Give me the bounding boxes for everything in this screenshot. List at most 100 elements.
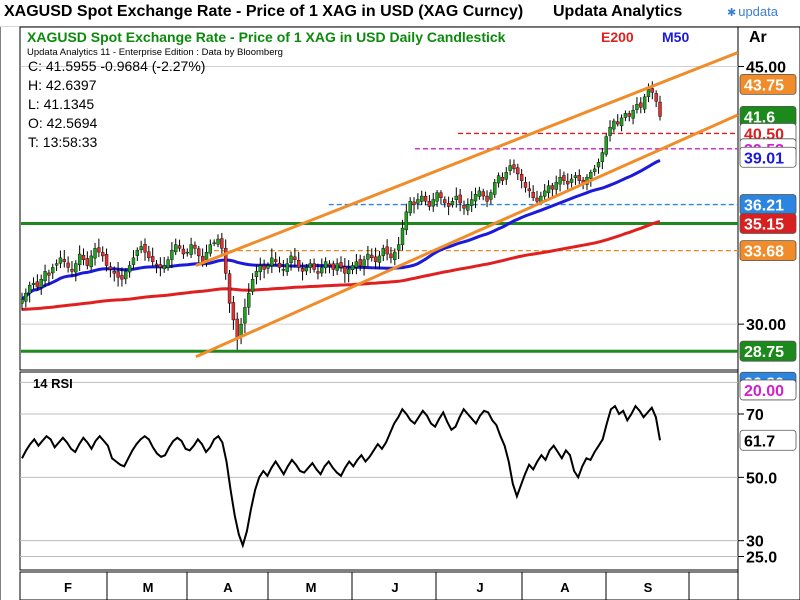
candle-body-154 <box>612 120 616 130</box>
candle-body-38 <box>166 259 170 268</box>
candle-body-94 <box>381 248 385 256</box>
candle-body-15 <box>77 253 82 266</box>
candle-body-85 <box>346 269 351 275</box>
price-label-box-6 <box>739 213 797 234</box>
candle-body-105 <box>423 195 428 202</box>
candle-body-166 <box>658 101 662 117</box>
month-label-0: F <box>64 580 72 595</box>
candle-body-80 <box>327 263 332 266</box>
candle-body-118 <box>473 194 478 202</box>
candle-body-68 <box>281 269 286 271</box>
candle-body-70 <box>289 255 293 264</box>
candle-body-78 <box>320 267 324 274</box>
candle-body-37 <box>162 265 166 269</box>
candle-body-79 <box>323 261 328 269</box>
price-label-8: 28.75 <box>744 344 784 361</box>
candle-body-140 <box>558 177 562 185</box>
candle-body-32 <box>143 243 147 253</box>
header-bar: XAGUSD Spot Exchange Rate - Price of 1 X… <box>0 0 800 27</box>
candle-body-40 <box>174 244 178 253</box>
candle-body-4 <box>35 281 40 288</box>
candle-body-11 <box>62 259 66 262</box>
candle-body-149 <box>592 168 597 172</box>
month-label-5: J <box>476 580 483 595</box>
candle-body-97 <box>393 251 397 261</box>
candle-body-163 <box>646 89 651 98</box>
candle-body-21 <box>101 252 105 257</box>
candle-body-83 <box>339 262 343 268</box>
candle-body-71 <box>293 256 297 260</box>
candle-body-25 <box>116 271 120 278</box>
candle-body-162 <box>642 96 647 110</box>
rsi-label: 14 RSI <box>33 376 73 391</box>
candle-body-99 <box>400 227 405 246</box>
price-tick-label-0: 45.00 <box>746 59 786 76</box>
candle-body-157 <box>623 113 628 118</box>
candle-body-41 <box>177 245 182 249</box>
candle-body-89 <box>362 259 366 267</box>
price-label-box-0 <box>739 73 797 95</box>
candle-body-52 <box>220 238 224 249</box>
candle-body-53 <box>223 247 228 274</box>
candle-body-36 <box>158 264 163 268</box>
candle-body-160 <box>635 104 639 110</box>
price-label-5: 36.21 <box>744 198 784 215</box>
candle-body-122 <box>489 192 493 200</box>
rsi-tick-label-3: 25.0 <box>746 550 777 567</box>
candle-body-139 <box>554 182 558 190</box>
candle-body-91 <box>370 254 374 259</box>
candle-body-19 <box>93 248 97 259</box>
candle-body-123 <box>493 182 497 195</box>
candle-body-29 <box>131 257 136 265</box>
candle-body-103 <box>416 199 420 204</box>
candle-body-31 <box>139 246 143 251</box>
month-label-2: A <box>223 580 233 595</box>
candle-body-67 <box>277 262 282 268</box>
brand-name: Updata Analytics <box>553 3 683 20</box>
chart-title: XAGUSD Spot Exchange Rate - Price of 1 X… <box>27 29 506 45</box>
rsi-label-box-2 <box>739 429 797 451</box>
price-label-box-8 <box>739 340 797 362</box>
candle-body-87 <box>354 261 359 268</box>
ema200-line <box>21 219 661 311</box>
candle-body-124 <box>496 175 501 184</box>
rsi-panel-frame <box>19 371 739 571</box>
candle-body-56 <box>235 318 239 340</box>
rsi-value-label-2: 61.7 <box>744 433 775 450</box>
candle-body-128 <box>512 164 516 170</box>
channel-line-1 <box>195 113 738 359</box>
candle-body-55 <box>231 302 236 321</box>
candle-body-59 <box>247 292 251 308</box>
candle-body-8 <box>51 267 55 274</box>
candle-body-24 <box>112 270 116 274</box>
ohlc-time: T: 13:58:33 <box>28 134 98 150</box>
candle-body-164 <box>650 88 655 93</box>
candle-body-144 <box>573 175 578 178</box>
candle-body-159 <box>631 110 635 119</box>
price-label-1: 41.6 <box>744 109 775 126</box>
ohlc-open: O: 42.5694 <box>28 115 98 131</box>
channel-line-0 <box>195 51 738 267</box>
candle-body-48 <box>204 251 209 260</box>
candle-body-49 <box>208 244 213 254</box>
candle-body-6 <box>43 271 47 282</box>
month-label-1: M <box>143 580 154 595</box>
candle-body-44 <box>189 244 193 255</box>
candle-body-54 <box>227 273 232 304</box>
time-axis-frame <box>19 571 739 600</box>
rsi-tick-label-2: 30 <box>746 534 764 551</box>
candle-body-12 <box>66 262 70 268</box>
candle-body-77 <box>316 271 320 274</box>
price-label-box-7 <box>739 240 797 262</box>
candle-body-100 <box>404 211 409 231</box>
candle-body-109 <box>439 192 443 198</box>
candle-body-16 <box>81 255 86 260</box>
candle-body-22 <box>104 254 109 266</box>
candle-body-7 <box>47 272 51 276</box>
candle-body-129 <box>516 167 520 175</box>
candle-body-102 <box>412 201 416 205</box>
candle-body-50 <box>212 242 216 244</box>
candle-body-64 <box>266 265 270 269</box>
candle-body-121 <box>485 195 489 202</box>
candle-body-82 <box>335 263 339 271</box>
